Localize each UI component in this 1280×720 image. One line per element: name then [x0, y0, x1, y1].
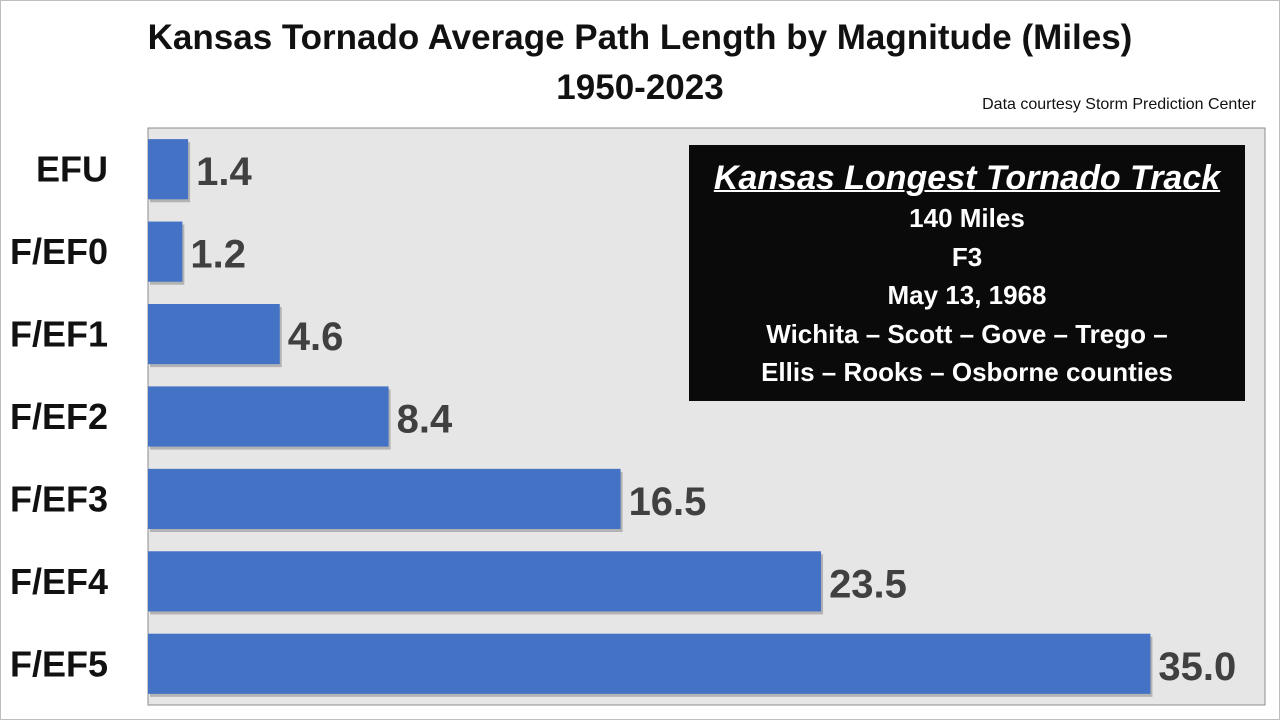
- callout-title: Kansas Longest Tornado Track: [713, 159, 1221, 197]
- value-label: 23.5: [829, 562, 907, 606]
- bar-f-ef0: [148, 221, 183, 282]
- value-label: 8.4: [397, 398, 453, 442]
- data-credit: Data courtesy Storm Prediction Center: [982, 96, 1256, 113]
- bar-f-ef4: [148, 551, 822, 612]
- callout-counties-line-1: Wichita – Scott – Gove – Trego –: [766, 318, 1168, 349]
- value-label: 4.6: [288, 315, 344, 359]
- value-label: 1.2: [190, 233, 246, 277]
- category-label: EFU: [36, 149, 108, 190]
- value-label: 16.5: [629, 480, 707, 524]
- category-label: F/EF3: [10, 478, 108, 519]
- bar-efu: [148, 139, 189, 200]
- category-label: F/EF2: [10, 396, 108, 437]
- category-label: F/EF0: [10, 231, 108, 272]
- category-label: F/EF4: [10, 561, 108, 602]
- callout-rating: F3: [951, 241, 983, 272]
- longest-track-callout: Kansas Longest Tornado Track 140 Miles F…: [689, 145, 1245, 401]
- bar-f-ef5: [148, 633, 1151, 694]
- callout-date: May 13, 1968: [887, 280, 1047, 311]
- value-label: 1.4: [196, 150, 252, 194]
- bar-f-ef3: [148, 468, 621, 530]
- value-label: 35.0: [1158, 645, 1236, 689]
- category-label: F/EF1: [10, 314, 108, 355]
- callout-distance: 140 Miles: [909, 203, 1025, 233]
- chart-title: Kansas Tornado Average Path Length by Ma…: [147, 18, 1133, 57]
- bar-f-ef2: [148, 386, 389, 447]
- bar-f-ef1: [148, 303, 280, 365]
- chart-subtitle: 1950-2023: [556, 68, 724, 107]
- category-label: F/EF5: [10, 643, 108, 684]
- callout-counties-line-2: Ellis – Rooks – Osborne counties: [761, 357, 1173, 388]
